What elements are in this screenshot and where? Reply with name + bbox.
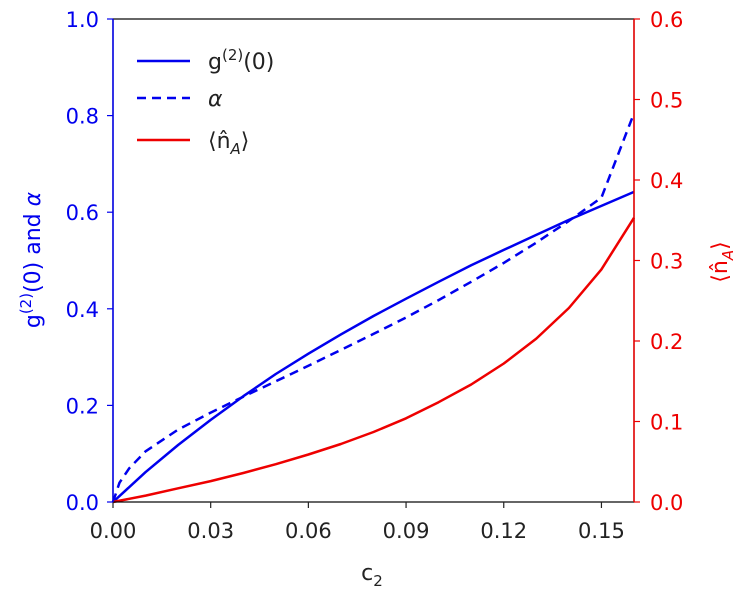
x-ticks: 0.00 0.03 0.06 0.09 0.12 0.15	[90, 502, 625, 543]
right-y-tick-label: 0.3	[650, 250, 683, 274]
left-y-tick-label: 0.8	[66, 105, 99, 129]
right-y-tick-label: 0.0	[650, 491, 683, 515]
left-y-tick-label: 0.4	[66, 298, 99, 322]
right-y-tick-label: 0.4	[650, 169, 683, 193]
x-tick-label: 0.00	[90, 519, 137, 543]
right-y-tick-label: 0.1	[650, 411, 683, 435]
left-y-tick-label: 1.0	[66, 8, 99, 32]
legend-label: α	[208, 87, 223, 112]
x-tick-label: 0.12	[480, 519, 527, 543]
x-tick-label: 0.09	[383, 519, 430, 543]
right-y-axis-label: ⟨n̂A⟩	[708, 241, 737, 282]
series-line-3	[112, 217, 636, 504]
left-y-tick-label: 0.0	[66, 491, 99, 515]
legend-label: ⟨n̂A⟩	[208, 129, 249, 158]
left-y-tick-label: 0.6	[66, 201, 99, 225]
series-line-2	[111, 112, 636, 503]
right-y-tick-label: 0.5	[650, 89, 683, 113]
x-axis-label: c2	[361, 561, 383, 590]
left-y-ticks: 0.0 0.2 0.4 0.6 0.8 1.0	[66, 8, 113, 515]
x-tick-label: 0.15	[578, 519, 625, 543]
x-tick-label: 0.06	[285, 519, 332, 543]
left-y-tick-label: 0.2	[66, 394, 99, 418]
x-tick-label: 0.03	[187, 519, 234, 543]
right-y-tick-label: 0.6	[650, 8, 683, 32]
right-y-tick-label: 0.2	[650, 330, 683, 354]
series-layer	[111, 112, 636, 504]
legend-label: g(2)(0)	[208, 46, 274, 75]
legend: g(2)(0) α ⟨n̂A⟩	[137, 46, 274, 158]
right-y-ticks: 0.0 0.1 0.2 0.3 0.4 0.5 0.6	[634, 8, 683, 515]
series-line-1	[112, 190, 635, 503]
left-y-axis-label: g(2)(0) and α	[17, 191, 46, 328]
plot-frame	[112, 18, 635, 503]
